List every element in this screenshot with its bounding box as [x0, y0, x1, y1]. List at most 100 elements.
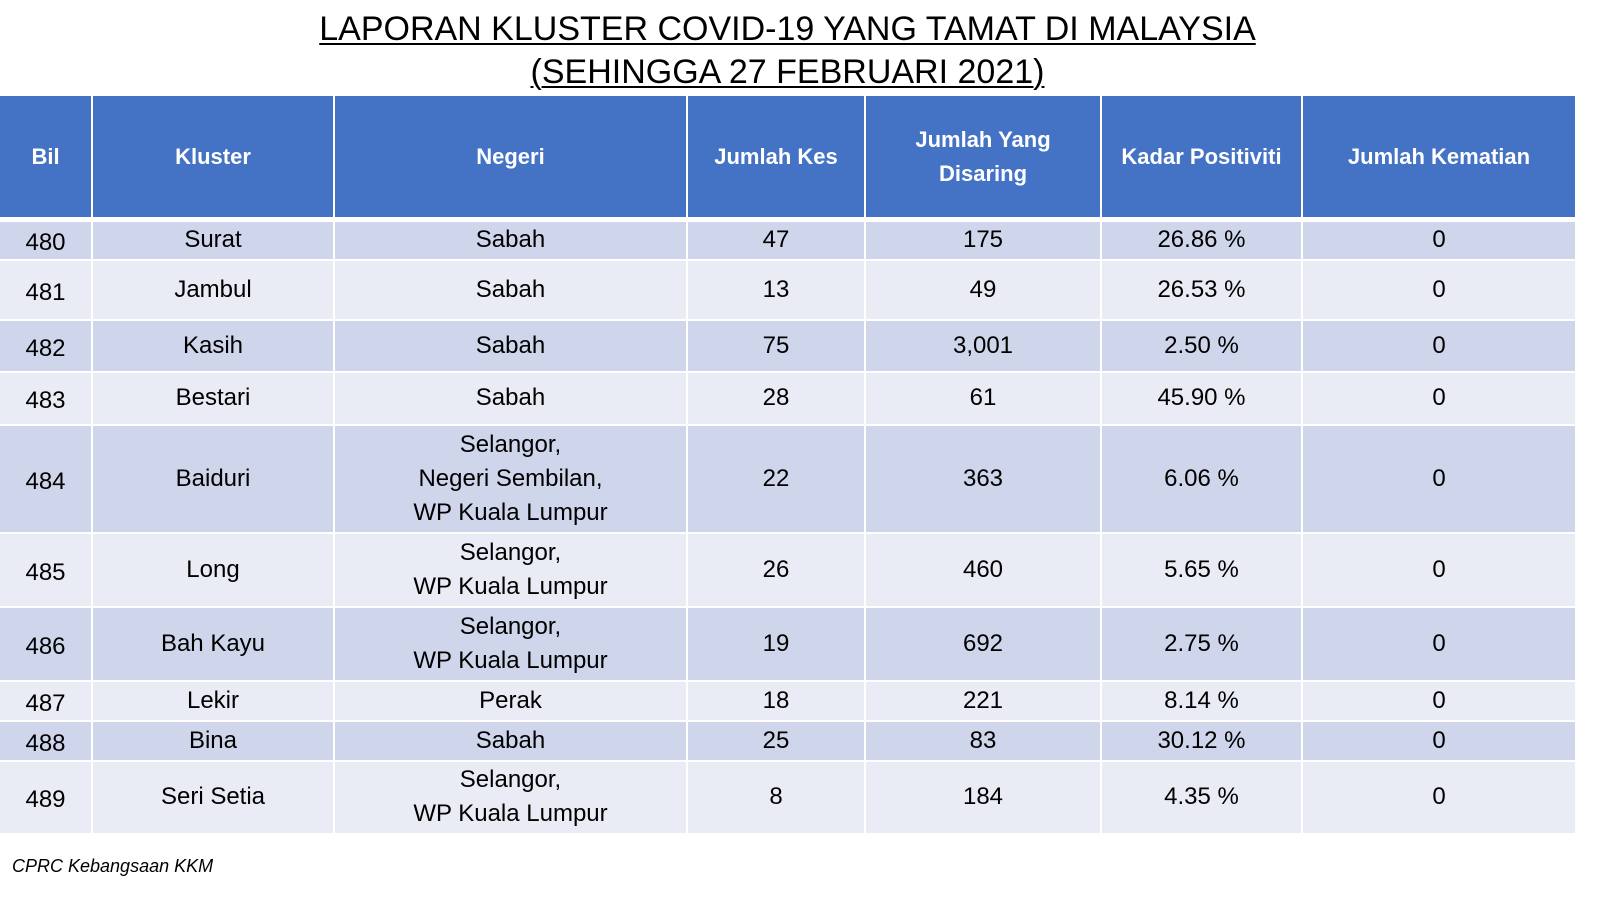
cell-negeri-line: Negeri Sembilan,: [418, 464, 603, 492]
cell-negeri-line: Sabah: [475, 726, 546, 754]
cell-negeri-line: WP Kuala Lumpur: [413, 498, 608, 526]
cell-bil: 486: [0, 606, 93, 682]
cell-bil-text: 483: [25, 387, 66, 414]
header-jumlah-disaring: Jumlah Yang Disaring: [865, 96, 1102, 222]
cell-bil-text: 486: [25, 632, 66, 660]
table-row: 483 Bestari Sabah 28 61 45.90 % 0: [0, 371, 1575, 426]
table-row: 487 Lekir Perak 18 221 8.14 % 0: [0, 680, 1575, 722]
cell-kadar-positiviti: 26.53 %: [1101, 259, 1303, 321]
cell-jumlah-kematian: 0: [1302, 532, 1575, 608]
cell-jumlah-kes: 8: [687, 760, 866, 835]
cell-negeri-line: Selangor,: [459, 538, 562, 566]
cell-jumlah-disaring: 460: [865, 532, 1102, 608]
cell-jumlah-kes: 19: [687, 606, 866, 682]
cell-negeri: Selangor, Negeri Sembilan, WP Kuala Lumpur: [334, 424, 688, 534]
cell-jumlah-disaring: 3,001: [865, 319, 1102, 373]
cell-bil: 487: [0, 680, 93, 722]
cell-kluster: Seri Setia: [92, 760, 335, 835]
cell-negeri-line: Selangor,: [459, 430, 562, 458]
cell-negeri: Selangor, WP Kuala Lumpur: [334, 606, 688, 682]
header-negeri: Negeri: [334, 96, 688, 222]
cell-negeri-line: WP Kuala Lumpur: [413, 572, 608, 600]
cell-negeri-line: Sabah: [475, 275, 546, 303]
cell-bil: 483: [0, 371, 93, 426]
cell-kadar-positiviti: 2.50 %: [1101, 319, 1303, 373]
cell-negeri-line: WP Kuala Lumpur: [413, 646, 608, 674]
header-kluster: Kluster: [92, 96, 335, 222]
cell-jumlah-kematian: 0: [1302, 606, 1575, 682]
cell-negeri-line: Selangor,: [459, 612, 562, 640]
table-header-row: Bil Kluster Negeri Jumlah Kes Jumlah Yan…: [0, 96, 1575, 222]
table-row: 482 Kasih Sabah 75 3,001 2.50 % 0: [0, 319, 1575, 373]
cell-jumlah-kes: 75: [687, 319, 866, 373]
header-bil: Bil: [0, 96, 93, 222]
table-row: 484 Baiduri Selangor, Negeri Sembilan, WP Ku…: [0, 424, 1575, 534]
table-row: 488 Bina Sabah 25 83 30.12 % 0: [0, 720, 1575, 762]
cell-jumlah-kes: 18: [687, 680, 866, 722]
cell-negeri: Perak: [334, 680, 688, 722]
cell-negeri: Selangor, WP Kuala Lumpur: [334, 532, 688, 608]
cell-kadar-positiviti: 2.75 %: [1101, 606, 1303, 682]
table-row: 486 Bah Kayu Selangor, WP Kuala Lumpur 19 692…: [0, 606, 1575, 682]
cell-negeri-line: Selangor,: [459, 766, 562, 793]
cell-kadar-positiviti: 26.86 %: [1101, 219, 1303, 261]
source-footer: CPRC Kebangsaan KKM: [12, 856, 214, 876]
cluster-table: Bil Kluster Negeri Jumlah Kes Jumlah Yan…: [0, 96, 1575, 835]
cell-jumlah-kematian: 0: [1302, 259, 1575, 321]
header-jumlah-disaring-line-2: Disaring: [938, 160, 1028, 186]
cell-kluster: Surat: [92, 219, 335, 261]
cell-bil: 481: [0, 259, 93, 321]
cell-kluster: Bestari: [92, 371, 335, 426]
cell-jumlah-disaring: 175: [865, 219, 1102, 261]
cell-bil: 489: [0, 760, 93, 835]
cell-kadar-positiviti: 30.12 %: [1101, 720, 1303, 762]
cell-jumlah-disaring: 83: [865, 720, 1102, 762]
cell-bil: 484: [0, 424, 93, 534]
cell-kadar-positiviti: 5.65 %: [1101, 532, 1303, 608]
cell-kluster: Bina: [92, 720, 335, 762]
cell-kluster: Bah Kayu: [92, 606, 335, 682]
table-body: 480 Surat Sabah 47 175 26.86 % 0 481 Jambul Sabah…: [0, 219, 1575, 835]
cell-jumlah-disaring: 184: [865, 760, 1102, 835]
cell-jumlah-disaring: 221: [865, 680, 1102, 722]
cell-kluster: Lekir: [92, 680, 335, 722]
cell-bil-text: 485: [25, 558, 66, 586]
table-row: 489 Seri Setia Selangor, WP Kuala Lumpur 8 18…: [0, 760, 1575, 835]
cell-jumlah-kes: 26: [687, 532, 866, 608]
cell-jumlah-kes: 22: [687, 424, 866, 534]
cell-negeri-line: WP Kuala Lumpur: [413, 800, 608, 827]
report-title: LAPORAN KLUSTER COVID-19 YANG TAMAT DI M…: [0, 8, 1575, 94]
cell-bil-text: 484: [25, 467, 66, 495]
table-row: 485 Long Selangor, WP Kuala Lumpur 26 460 5.65…: [0, 532, 1575, 608]
table-row: 481 Jambul Sabah 13 49 26.53 % 0: [0, 259, 1575, 321]
header-kadar-positiviti: Kadar Positiviti: [1101, 96, 1303, 222]
cell-kluster: Baiduri: [92, 424, 335, 534]
title-line-2: (SEHINGGA 27 FEBRUARI 2021): [530, 53, 1045, 91]
cell-jumlah-disaring: 363: [865, 424, 1102, 534]
cell-jumlah-kematian: 0: [1302, 219, 1575, 261]
cell-negeri-line: Sabah: [475, 331, 546, 359]
cell-jumlah-kematian: 0: [1302, 371, 1575, 426]
cell-bil: 482: [0, 319, 93, 373]
cell-kadar-positiviti: 6.06 %: [1101, 424, 1303, 534]
cell-negeri: Sabah: [334, 319, 688, 373]
cell-jumlah-disaring: 692: [865, 606, 1102, 682]
cell-jumlah-kes: 13: [687, 259, 866, 321]
cell-bil: 485: [0, 532, 93, 608]
cell-jumlah-disaring: 61: [865, 371, 1102, 426]
cell-kluster: Long: [92, 532, 335, 608]
cell-kluster: Kasih: [92, 319, 335, 373]
cell-negeri: Sabah: [334, 720, 688, 762]
cell-bil: 480: [0, 219, 93, 261]
cell-negeri-line: Perak: [479, 686, 542, 714]
cell-jumlah-kematian: 0: [1302, 720, 1575, 762]
cell-bil-text: 480: [25, 229, 66, 257]
cell-bil-text: 488: [25, 729, 66, 757]
cell-jumlah-kes: 25: [687, 720, 866, 762]
cell-jumlah-kematian: 0: [1302, 319, 1575, 373]
header-jumlah-kematian: Jumlah Kematian: [1302, 96, 1575, 222]
cell-negeri: Sabah: [334, 371, 688, 426]
cell-kadar-positiviti: 8.14 %: [1101, 680, 1303, 722]
cell-bil-text: 481: [25, 278, 66, 306]
cell-kluster: Jambul: [92, 259, 335, 321]
